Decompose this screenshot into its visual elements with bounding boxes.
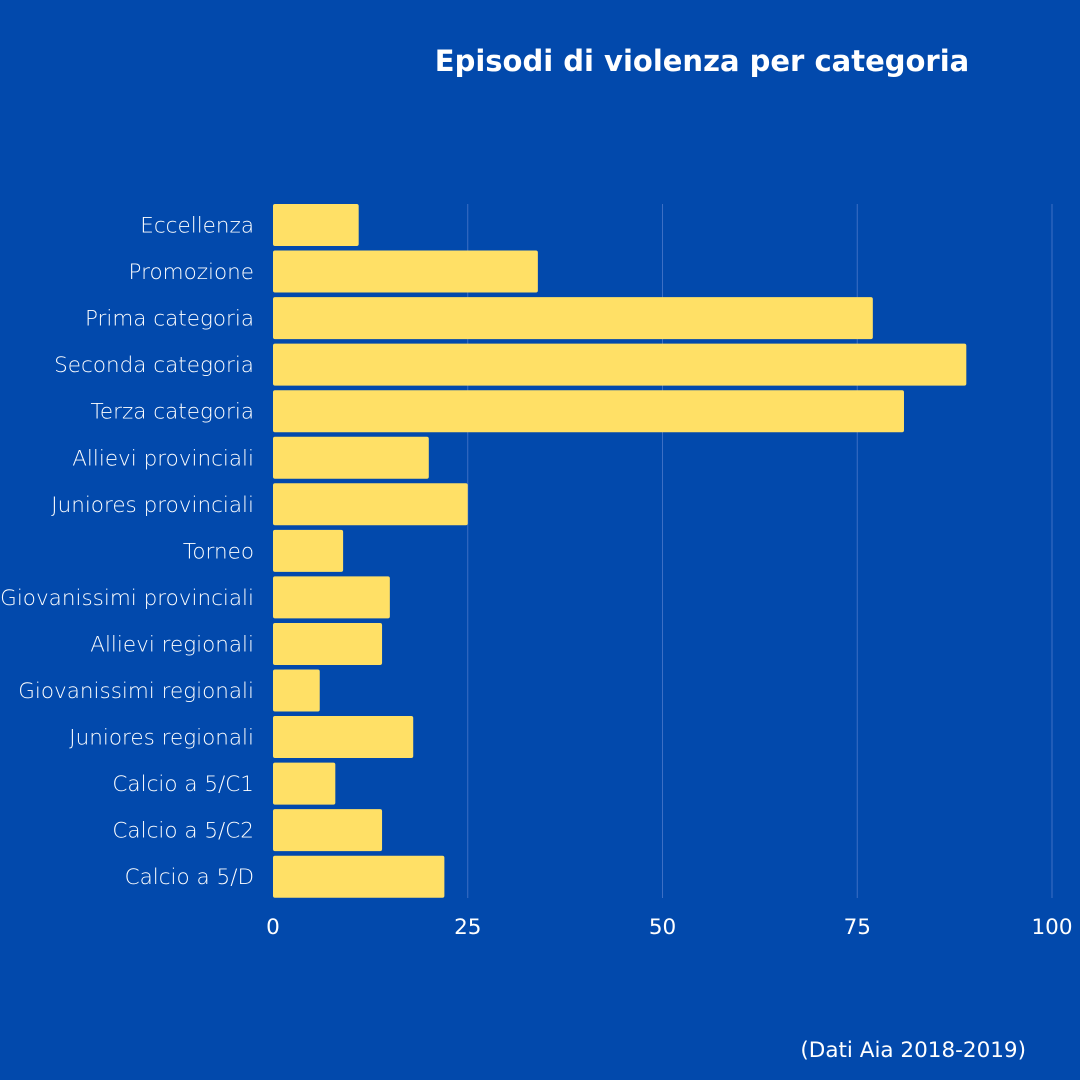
- bar-allievi-provinciali: [273, 436, 429, 479]
- bar-giovanissimi-regionali: [273, 669, 320, 712]
- category-label: Eccellenza: [140, 214, 254, 239]
- category-label: Giovanissimi provinciali: [0, 586, 254, 611]
- chart-title: Episodi di violenza per categoria: [435, 44, 969, 78]
- bar-eccellenza: [273, 204, 359, 246]
- bar-calcio-a-5-c1: [273, 762, 336, 805]
- category-label: Allievi regionali: [90, 632, 254, 657]
- category-label: Promozione: [129, 260, 254, 285]
- category-label: Prima categoria: [85, 307, 254, 332]
- category-label: Seconda categoria: [54, 353, 254, 378]
- category-label: Calcio a 5/C2: [112, 819, 254, 844]
- x-tick-label: 50: [649, 915, 676, 940]
- category-label: Giovanissimi regionali: [18, 679, 254, 704]
- source-note: (Dati Aia 2018-2019): [800, 1038, 1026, 1063]
- bar-giovanissimi-provinciali: [273, 576, 390, 619]
- category-label: Terza categoria: [90, 400, 254, 425]
- bar-juniores-regionali: [273, 716, 414, 759]
- bars: [273, 204, 967, 898]
- x-tick-label: 75: [844, 915, 871, 940]
- x-tick-label: 25: [454, 915, 481, 940]
- category-label: Calcio a 5/D: [125, 865, 254, 890]
- bar-allievi-regionali: [273, 622, 383, 665]
- bar-calcio-a-5-c2: [273, 809, 383, 852]
- bar-promozione: [273, 250, 538, 293]
- x-axis-ticks: 0 25 50 75 100: [266, 915, 1072, 940]
- category-labels: Eccellenza Promozione Prima categoria Secon…: [0, 214, 254, 891]
- bar-prima-categoria: [273, 297, 873, 340]
- category-label: Allievi provinciali: [72, 446, 254, 471]
- bar-calcio-a-5-d: [273, 855, 445, 898]
- category-label: Calcio a 5/C1: [112, 772, 254, 797]
- bar-seconda-categoria: [273, 343, 967, 386]
- category-label: Juniores regionali: [69, 726, 254, 751]
- x-tick-label: 0: [266, 915, 280, 940]
- x-tick-label: 100: [1031, 915, 1072, 940]
- category-label: Juniores provinciali: [51, 493, 254, 518]
- category-label: Torneo: [183, 539, 254, 564]
- bar-juniores-provinciali: [273, 483, 468, 526]
- bar-torneo: [273, 529, 344, 572]
- bar-terza-categoria: [273, 390, 904, 433]
